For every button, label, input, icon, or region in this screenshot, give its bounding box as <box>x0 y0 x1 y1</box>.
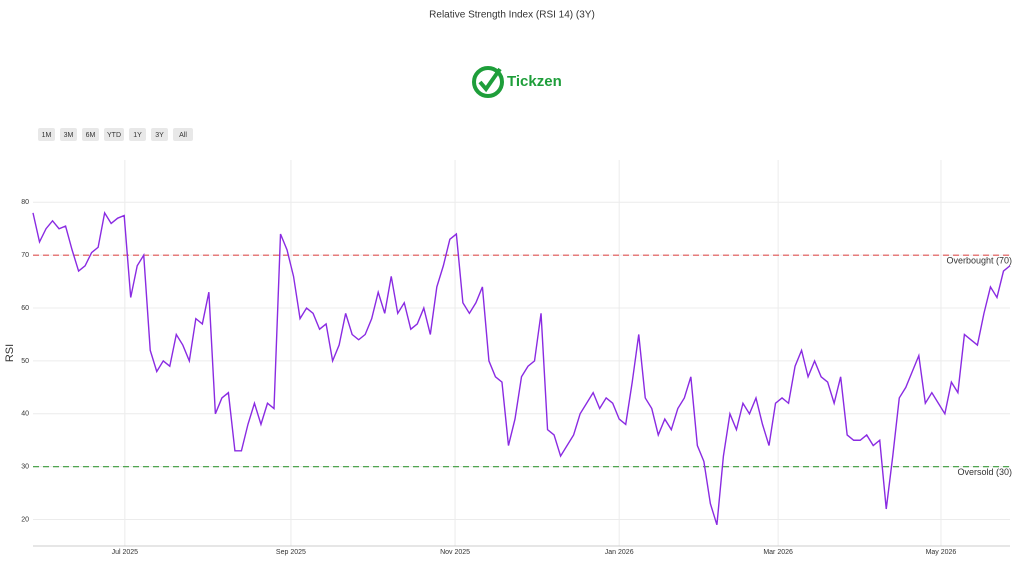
x-tick-label: Jul 2025 <box>112 549 139 556</box>
range-button[interactable]: 1M <box>38 128 55 141</box>
range-button-label: 1Y <box>133 132 142 139</box>
logo-text: Tickzen <box>507 73 562 90</box>
y-tick-label: 70 <box>21 252 29 259</box>
logo-icon <box>472 66 504 98</box>
x-tick-label: Jan 2026 <box>605 549 634 556</box>
y-axis-label: RSI <box>4 344 16 362</box>
y-tick-label: 60 <box>21 305 29 312</box>
range-button-bg <box>82 128 99 141</box>
range-button-label: 1M <box>42 132 52 139</box>
range-button-bg <box>151 128 168 141</box>
y-tick-label: 80 <box>21 199 29 206</box>
chart-title: Relative Strength Index (RSI 14) (3Y) <box>429 10 595 21</box>
range-button-label: 3Y <box>155 132 164 139</box>
range-button-bg <box>129 128 146 141</box>
range-button-bg <box>38 128 55 141</box>
rsi-line <box>32 210 1011 526</box>
range-button[interactable]: YTD <box>104 128 124 141</box>
y-tick-label: 20 <box>21 516 29 523</box>
logo: Tickzen <box>472 66 562 98</box>
range-button-label: 6M <box>86 132 96 139</box>
x-tick-label: Mar 2026 <box>763 549 793 556</box>
range-button-bg <box>104 128 124 141</box>
x-tick-label: Sep 2025 <box>276 549 306 556</box>
reference-label: Oversold (30) <box>957 467 1012 477</box>
range-button-label: YTD <box>107 132 121 139</box>
range-button[interactable]: 6M <box>82 128 99 141</box>
range-button-label: All <box>179 132 187 139</box>
range-button-label: 3M <box>64 132 74 139</box>
x-tick-label: Nov 2025 <box>440 549 470 556</box>
range-button[interactable]: 3Y <box>151 128 168 141</box>
range-button-bg <box>173 128 193 141</box>
x-tick-label: May 2026 <box>926 549 957 556</box>
reference-label: Overbought (70) <box>946 256 1012 266</box>
range-button[interactable]: All <box>173 128 193 141</box>
logo-check <box>478 67 502 93</box>
y-tick-label: 40 <box>21 411 29 418</box>
range-button-bg <box>60 128 77 141</box>
range-button[interactable]: 1Y <box>129 128 146 141</box>
y-tick-label: 50 <box>21 358 29 365</box>
range-button[interactable]: 3M <box>60 128 77 141</box>
y-tick-label: 30 <box>21 464 29 471</box>
